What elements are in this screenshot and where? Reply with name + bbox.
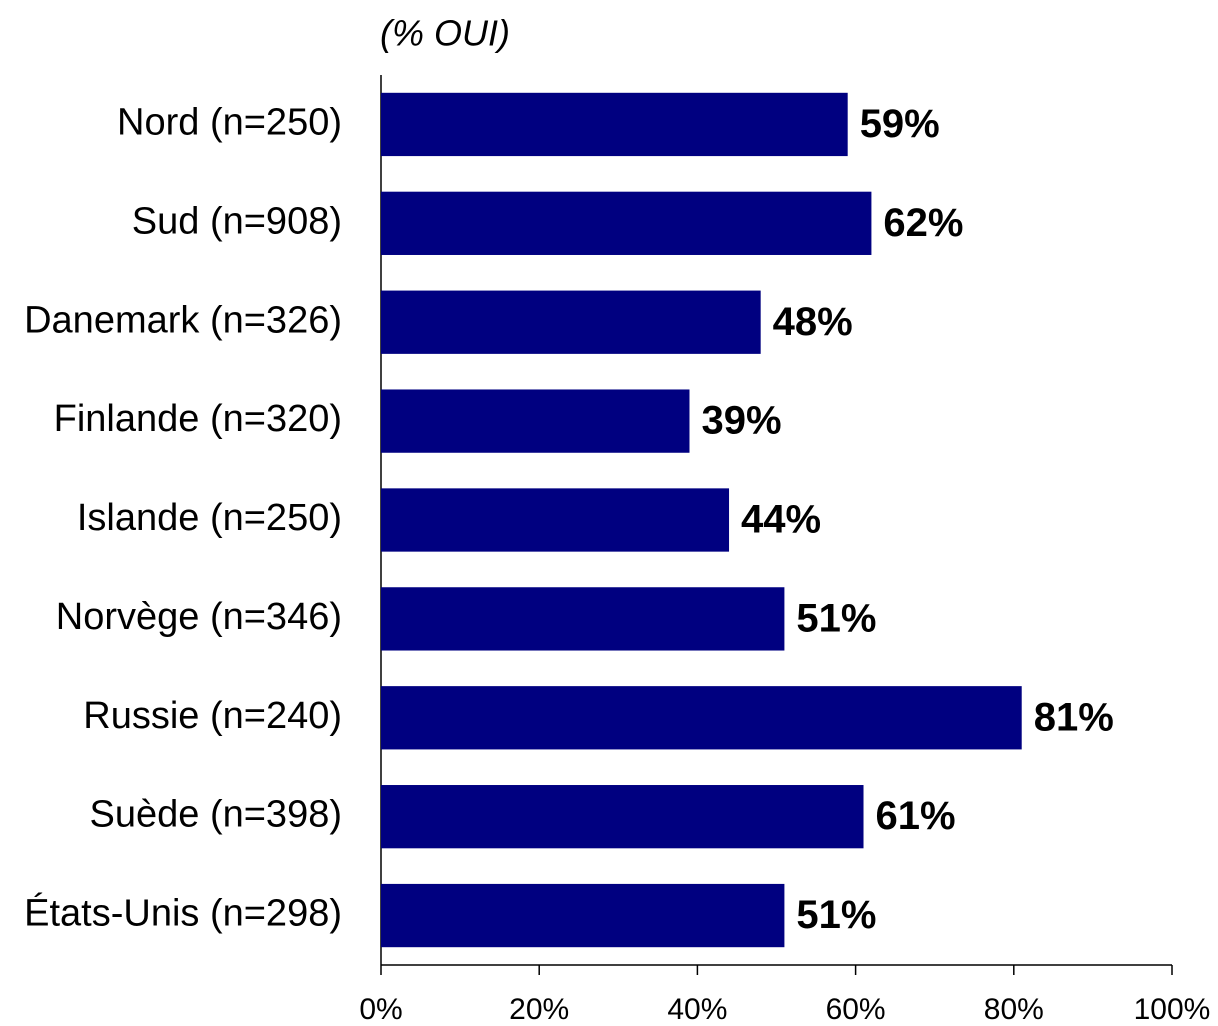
bar [381,389,690,453]
y-tick-label: Danemark (n=326) [24,299,342,341]
x-tick-label: 100% [1134,993,1211,1026]
bar [381,785,864,849]
y-tick-label: Suède (n=398) [90,794,342,836]
y-tick-label: Islande (n=250) [77,497,342,539]
y-tick-label: Russie (n=240) [83,695,342,737]
value-label: 62% [883,201,963,245]
bar [381,883,785,948]
y-tick-label: Sud (n=908) [132,200,342,242]
x-tick-label: 0% [359,993,402,1026]
y-tick-label: Norvège (n=346) [56,596,342,638]
y-tick-label: États-Unis (n=298) [24,892,342,935]
value-label: 51% [796,893,876,937]
value-label: 44% [741,498,821,542]
value-label: 61% [876,794,956,838]
bar [381,290,761,354]
x-tick-label: 80% [984,993,1044,1026]
y-tick-label: Nord (n=250) [117,101,342,143]
bar [381,488,730,552]
chart-title: (% OUI) [380,13,510,54]
value-label: 48% [773,300,853,344]
bar [381,191,872,255]
value-label: 39% [701,399,781,443]
value-label: 51% [796,596,876,640]
value-label: 59% [860,102,940,146]
x-tick-label: 20% [509,993,569,1026]
bar [381,587,785,651]
value-label: 81% [1034,695,1114,739]
bar [381,686,1022,750]
y-tick-label: Finlande (n=320) [54,398,342,440]
x-tick-label: 40% [667,993,727,1026]
bar [381,92,848,157]
x-tick-label: 60% [826,993,886,1026]
